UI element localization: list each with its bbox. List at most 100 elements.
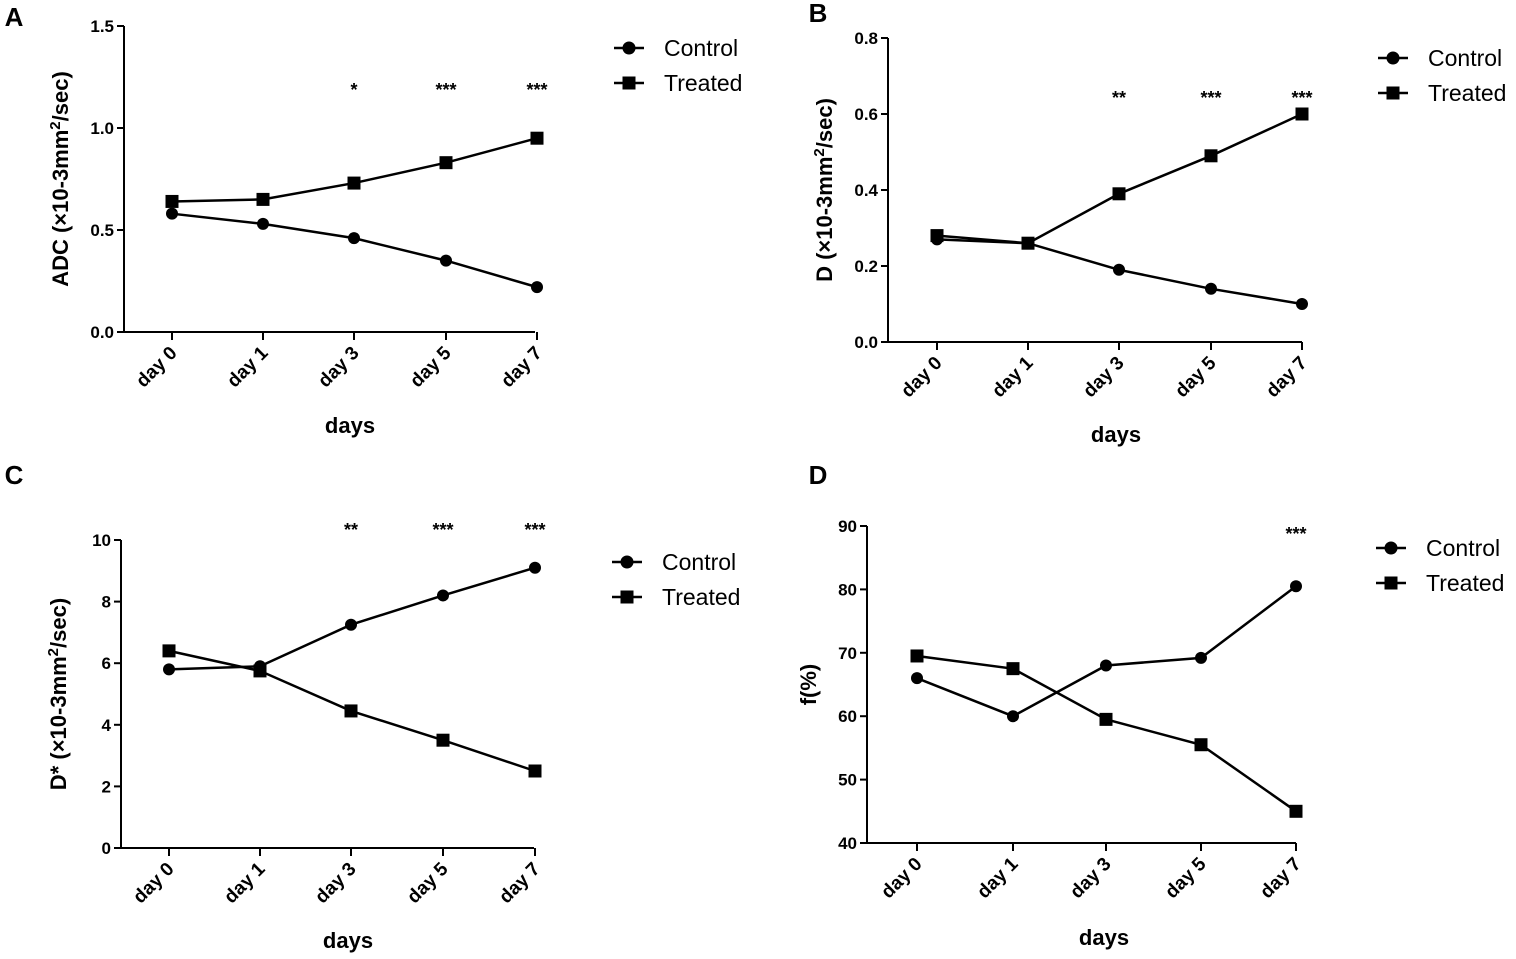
data-point-control — [1290, 580, 1302, 593]
y-tick-label: 70 — [838, 644, 857, 663]
y-axis-title-unit: /sec) — [48, 71, 73, 121]
y-tick-label: 90 — [838, 517, 857, 536]
data-point-treated — [530, 131, 544, 145]
x-tick-label: day 1 — [223, 342, 273, 392]
y-axis-title: D* (×10-3mm2/sec) — [45, 598, 72, 790]
panel-a: A 0.0 0.5 1.0 1.5 day 0 day 1 day 3 day 5 day 7 da… — [5, 2, 743, 438]
data-point-treated — [930, 229, 944, 243]
series-line-treated — [916, 654, 1297, 813]
significance-label: *** — [526, 80, 547, 100]
data-point-control — [437, 589, 449, 602]
x-axis-title: days — [325, 413, 375, 438]
x-tick-label: day 5 — [406, 342, 456, 392]
data-point-control — [531, 281, 543, 294]
significance-label: *** — [1291, 88, 1312, 108]
data-point-control — [1205, 282, 1217, 295]
y-tick-label: 4 — [102, 716, 112, 735]
x-tick-label: day 7 — [1262, 353, 1311, 402]
y-tick-label: 80 — [838, 580, 857, 599]
data-point-treated — [1021, 236, 1035, 250]
panel-letter: A — [5, 2, 24, 32]
data-point-control — [911, 672, 923, 685]
x-tick-label: day 3 — [314, 343, 363, 392]
data-point-control — [1007, 710, 1019, 723]
y-tick-label: 0.5 — [90, 221, 114, 240]
significance-label: *** — [1200, 88, 1221, 108]
x-tick-label: day 0 — [897, 353, 946, 402]
x-tick-label: day 5 — [1171, 352, 1221, 402]
x-tick-label: day 0 — [129, 859, 178, 908]
x-tick-label: day 3 — [311, 859, 360, 908]
data-point-treated — [165, 194, 179, 208]
series-line-control — [916, 585, 1297, 718]
data-point-treated — [439, 156, 453, 170]
data-point-treated — [1204, 149, 1218, 163]
significance-label: *** — [435, 80, 456, 100]
legend-marker-square — [1384, 576, 1398, 590]
data-point-control — [440, 254, 452, 267]
legend-label-control: Control — [1428, 45, 1502, 71]
y-axis-title: f(%) — [796, 664, 821, 706]
legend-label-treated: Treated — [664, 70, 742, 96]
data-point-treated — [910, 649, 924, 663]
y-tick-label: 40 — [838, 834, 857, 853]
significance-label: *** — [432, 520, 453, 540]
panel-letter: B — [809, 0, 828, 28]
series-line-treated — [936, 112, 1303, 245]
y-axis-title: ADC (×10-3mm2/sec) — [47, 71, 74, 287]
series-line-control — [171, 212, 538, 289]
data-point-treated — [1006, 662, 1020, 676]
series-line-treated — [171, 136, 538, 203]
data-point-treated — [436, 733, 450, 747]
legend-label-control: Control — [664, 35, 738, 61]
data-point-treated — [347, 176, 361, 190]
data-point-control — [1195, 651, 1207, 664]
panel-d: D 40 50 60 70 80 90 day 0 day 1 day 3 day 5 day 7 da… — [796, 460, 1504, 950]
data-point-treated — [253, 664, 267, 678]
data-point-control — [1113, 263, 1125, 276]
y-tick-label: 60 — [838, 707, 857, 726]
x-tick-label: day 0 — [877, 854, 926, 903]
significance-label: *** — [1285, 524, 1306, 544]
significance-label: *** — [524, 520, 545, 540]
data-point-control — [1100, 659, 1112, 672]
y-tick-label: 0.0 — [854, 333, 878, 352]
panel-letter: D — [809, 460, 828, 490]
x-tick-label: day 7 — [495, 859, 544, 908]
data-point-treated — [162, 644, 176, 658]
x-tick-label: day 3 — [1079, 353, 1128, 402]
x-axis-title: days — [1079, 925, 1129, 950]
y-axis-title-main: D* (×10-3mm — [46, 656, 71, 790]
data-point-treated — [1112, 187, 1126, 201]
legend-marker-circle — [1386, 51, 1400, 65]
y-axis-title-main: f(%) — [796, 664, 821, 706]
x-tick-label: day 7 — [1256, 854, 1305, 903]
y-tick-label: 50 — [838, 771, 857, 790]
data-point-control — [1296, 298, 1308, 310]
legend-marker-square — [1386, 86, 1400, 100]
legend-marker-square — [620, 590, 634, 604]
y-tick-label: 2 — [102, 777, 111, 796]
y-axis-title-unit: /sec) — [46, 598, 71, 648]
y-axis-title-superscript: 2 — [811, 148, 828, 156]
y-tick-label: 10 — [92, 531, 111, 550]
y-tick-label: 1.5 — [90, 17, 114, 36]
legend-marker-circle — [622, 41, 636, 55]
data-point-control — [348, 232, 360, 245]
x-tick-label: day 1 — [988, 352, 1038, 402]
y-tick-label: 8 — [102, 593, 111, 612]
y-axis-title-main: D (×10-3mm — [812, 157, 837, 282]
legend-label-treated: Treated — [662, 584, 740, 610]
y-tick-label: 0 — [102, 839, 111, 858]
data-point-control — [163, 663, 175, 676]
x-tick-label: day 0 — [132, 343, 181, 392]
x-axis-title: days — [1091, 422, 1141, 447]
legend-marker-square — [622, 76, 636, 90]
x-axis-title: days — [323, 928, 373, 953]
significance-label: ** — [1112, 88, 1126, 108]
data-point-control — [345, 618, 357, 631]
y-tick-label: 0.0 — [90, 323, 114, 342]
y-tick-label: 1.0 — [90, 119, 114, 138]
y-tick-label: 6 — [102, 654, 111, 673]
